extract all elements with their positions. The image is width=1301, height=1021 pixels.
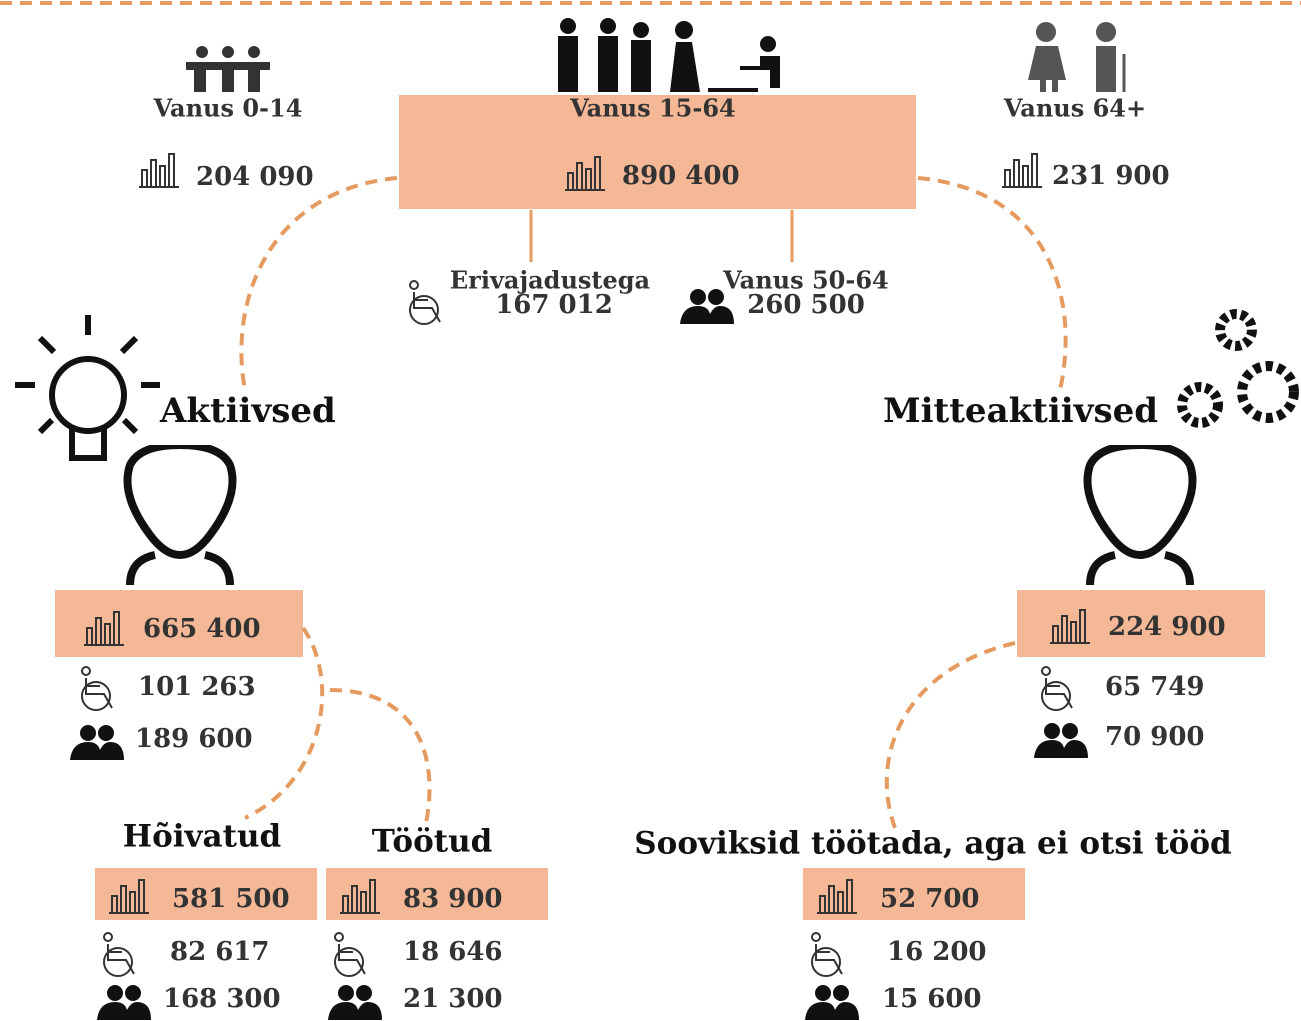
- infographic: Vanus 0-14 204 090 Vanus 15-64 890 400 V…: [0, 0, 1301, 1021]
- icon-people: [328, 985, 382, 1020]
- dashed-link: [918, 178, 1066, 390]
- value: 665 400: [143, 614, 261, 644]
- value: 167 012: [495, 290, 613, 320]
- title: Aktiivsed: [159, 391, 336, 431]
- icon-workers: [558, 18, 780, 92]
- value: 18 646: [403, 937, 503, 967]
- bottom-groups: Hõivatud 581 500 82 617 168 300 Töötud 83 900…: [95, 819, 1232, 1021]
- value: 168 300: [163, 984, 281, 1014]
- value: 581 500: [172, 884, 290, 914]
- icon-wheelchair: [82, 667, 112, 710]
- icon-wheelchair: [335, 933, 365, 976]
- value: 82 617: [170, 937, 270, 967]
- value: 83 900: [403, 884, 503, 914]
- icon-wheelchair: [812, 933, 842, 976]
- value: 224 900: [1108, 612, 1226, 642]
- value: 890 400: [622, 161, 740, 191]
- value: 70 900: [1105, 722, 1205, 752]
- label: Vanus 64+: [1003, 94, 1146, 123]
- icon-people: [805, 985, 859, 1020]
- page: Vanus 0-14 204 090 Vanus 15-64 890 400 V…: [0, 0, 1301, 1021]
- icon-wheelchair: [1042, 667, 1072, 710]
- value: 65 749: [1105, 672, 1205, 702]
- dashed-link: [241, 178, 397, 390]
- icon-children: [186, 46, 270, 92]
- value: 15 600: [882, 984, 982, 1014]
- title: Töötud: [372, 824, 493, 860]
- title: Hõivatud: [123, 819, 281, 855]
- title: Sooviksid töötada, aga ei otsi tööd: [634, 826, 1231, 862]
- icon-bars: [1002, 154, 1042, 187]
- icon-person: [128, 445, 233, 585]
- dashed-link: [887, 643, 1015, 828]
- icon-people: [70, 725, 124, 760]
- value: 16 200: [887, 937, 987, 967]
- label: Vanus 0-14: [153, 94, 303, 123]
- icon-elderly: [1028, 22, 1124, 92]
- value: 189 600: [135, 724, 253, 754]
- value: 204 090: [196, 162, 314, 192]
- icon-people: [97, 985, 151, 1020]
- icon-lightbulb: [15, 315, 160, 458]
- icon-people: [1034, 723, 1088, 758]
- icon-bars: [139, 154, 179, 187]
- label: Vanus 15-64: [569, 94, 736, 123]
- value: 260 500: [747, 290, 865, 320]
- icon-gears: [1182, 314, 1294, 423]
- icon-wheelchair: [104, 933, 134, 976]
- value: 52 700: [880, 884, 980, 914]
- value: 21 300: [403, 984, 503, 1014]
- dashed-link: [330, 690, 430, 828]
- title: Mitteaktiivsed: [883, 391, 1158, 431]
- value: 231 900: [1052, 161, 1170, 191]
- value: 101 263: [138, 672, 256, 702]
- icon-person: [1088, 445, 1193, 585]
- icon-wheelchair: [410, 281, 440, 324]
